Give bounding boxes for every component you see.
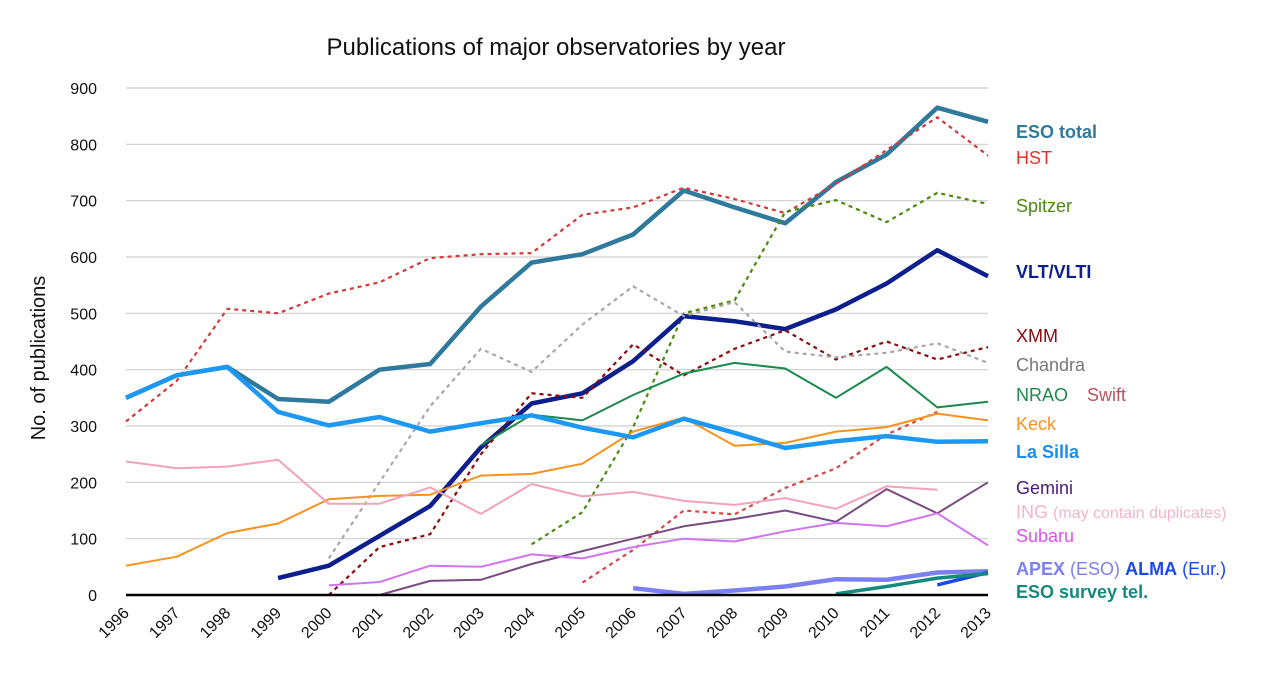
x-tick-label: 2001 bbox=[349, 605, 386, 642]
series-line-vlt-vlti bbox=[277, 247, 990, 581]
y-tick-label: 800 bbox=[70, 137, 97, 154]
series-line-spitzer bbox=[531, 191, 989, 546]
y-tick-label: 0 bbox=[88, 588, 97, 605]
x-tick-label: 2002 bbox=[400, 605, 437, 642]
y-tick-label: 200 bbox=[70, 475, 97, 492]
y-tick-label: 500 bbox=[70, 306, 97, 323]
legend-nrao: NRAO bbox=[1016, 385, 1068, 405]
legend-keck: Keck bbox=[1016, 414, 1057, 434]
x-tick-label: 2004 bbox=[501, 605, 538, 642]
x-tick-label: 2013 bbox=[958, 605, 995, 642]
x-tick-label: 2000 bbox=[298, 605, 335, 642]
series-line-gemini bbox=[328, 481, 989, 596]
y-tick-label: 700 bbox=[70, 194, 97, 211]
series-lines bbox=[125, 105, 990, 597]
series-line-xmm bbox=[328, 329, 989, 596]
legend-hst: HST bbox=[1016, 148, 1052, 168]
y-tick-label: 100 bbox=[70, 532, 97, 549]
x-tick-label: 2012 bbox=[907, 605, 944, 642]
y-tick-label: 600 bbox=[70, 250, 97, 267]
x-tick-label: 1997 bbox=[146, 605, 183, 642]
series-line-eso-total bbox=[125, 105, 989, 405]
legend-chandra: Chandra bbox=[1016, 355, 1086, 375]
series-line-chandra bbox=[327, 285, 989, 560]
x-tick-label: 2006 bbox=[603, 605, 640, 642]
series-line-la-silla bbox=[125, 364, 989, 451]
gridlines bbox=[126, 87, 988, 540]
x-tick-labels: 1996 1997 1998 1999 2000 2001 2002 2003 2004 2005… bbox=[96, 605, 995, 642]
series-line-subaru bbox=[328, 512, 989, 587]
x-tick-label: 1998 bbox=[197, 605, 234, 642]
x-tick-label: 2005 bbox=[552, 605, 589, 642]
legend-apex-alma: APEX (ESO) ALMA (Eur.) bbox=[1016, 559, 1226, 579]
legend-eso-survey: ESO survey tel. bbox=[1016, 582, 1148, 602]
series-line-hst bbox=[125, 116, 989, 423]
legend-xmm: XMM bbox=[1016, 326, 1058, 346]
y-tick-label: 400 bbox=[70, 363, 97, 380]
series-line-keck bbox=[125, 412, 989, 567]
y-tick-label: 900 bbox=[70, 81, 97, 98]
legend-eso-total: ESO total bbox=[1016, 122, 1097, 142]
y-axis-label: No. of publications bbox=[28, 276, 50, 441]
x-tick-label: 2003 bbox=[451, 605, 488, 642]
x-tick-label: 2007 bbox=[653, 605, 690, 642]
legend-spitzer: Spitzer bbox=[1016, 196, 1072, 216]
x-tick-label: 1999 bbox=[248, 605, 285, 642]
legend-ing: ING (may contain duplicates) bbox=[1016, 502, 1226, 522]
legend-subaru: Subaru bbox=[1016, 526, 1074, 546]
y-tick-label: 300 bbox=[70, 419, 97, 436]
chart-title: Publications of major observatories by y… bbox=[327, 34, 786, 61]
x-tick-label: 2011 bbox=[857, 605, 893, 641]
legend-gemini: Gemini bbox=[1016, 478, 1073, 498]
x-tick-label: 2008 bbox=[704, 605, 741, 642]
series-line-ing-may-contain-duplicates bbox=[125, 458, 938, 515]
x-tick-label: 2010 bbox=[806, 605, 843, 642]
series-line-eso-survey-tel bbox=[835, 571, 989, 596]
x-tick-label: 1996 bbox=[96, 605, 133, 642]
x-tick-label: 2009 bbox=[755, 605, 792, 642]
legend-vlt: VLT/VLTI bbox=[1016, 262, 1091, 282]
y-tick-labels: 0 100 200 300 400 500 600 700 800 900 bbox=[70, 81, 97, 605]
series-line-nrao bbox=[480, 361, 989, 447]
legend-la-silla: La Silla bbox=[1016, 442, 1080, 462]
legend-swift: Swift bbox=[1087, 385, 1126, 405]
legend: ESO total HST Spitzer VLT/VLTI XMM Chand… bbox=[1016, 122, 1226, 602]
series-line-apex-eso bbox=[632, 569, 989, 597]
